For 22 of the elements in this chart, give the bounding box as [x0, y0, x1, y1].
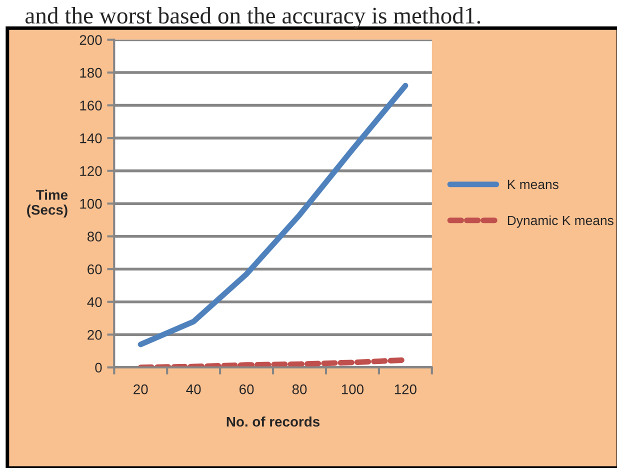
x-tick-label: 20 [134, 384, 148, 394]
x-axis-title: No. of records [226, 416, 320, 427]
y-tick-label: 80 [87, 232, 102, 242]
x-tick-label: 80 [292, 384, 307, 394]
legend-label: K means [508, 180, 558, 190]
y-tick-label: 200 [80, 35, 102, 45]
y-tick-label: 20 [88, 330, 102, 340]
y-tick-label: 140 [80, 133, 102, 144]
x-tick-label: 120 [394, 384, 416, 394]
x-tick-label: 100 [342, 384, 364, 394]
y-tick-label: 120 [80, 166, 102, 176]
y-tick-label: 60 [88, 264, 102, 274]
legend-label: Dynamic K means [508, 215, 614, 228]
x-tick-label: 40 [186, 384, 201, 394]
text: and the worst based on the accuracy is method1. [26, 7, 480, 28]
y-tick-label: 100 [80, 198, 102, 209]
x-tick-label: 60 [240, 384, 254, 394]
y-tick-label: 40 [87, 297, 102, 308]
y-axis-title: Time (Secs) [27, 190, 68, 218]
y-tick-label: 160 [80, 100, 102, 110]
y-tick-label: 0 [95, 362, 102, 373]
y-tick-label: 180 [80, 68, 102, 78]
